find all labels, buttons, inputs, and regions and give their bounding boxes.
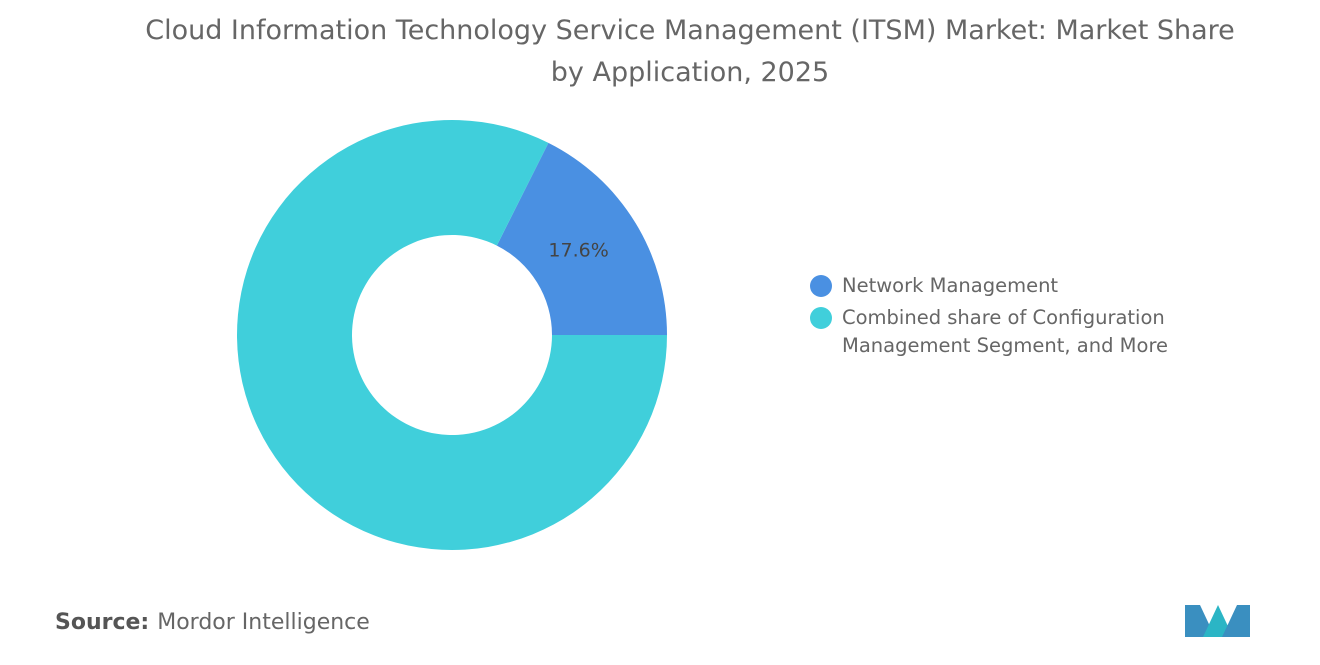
legend-item: Network Management: [810, 272, 1190, 300]
donut-slice: [496, 142, 667, 335]
source-label: Source:: [55, 610, 150, 635]
chart-title: Cloud Information Technology Service Man…: [145, 15, 1235, 88]
donut-slice: [236, 119, 667, 551]
legend-swatch: [810, 307, 832, 329]
data-label: 17.6%: [548, 240, 608, 262]
legend-item: Combined share of Configuration Manageme…: [810, 304, 1190, 360]
source-text: Mordor Intelligence: [157, 610, 370, 635]
source: Source: Mordor Intelligence: [55, 610, 370, 635]
legend-label: Network Management: [842, 274, 1059, 297]
legend-label: Combined share of Configuration Manageme…: [842, 306, 1169, 357]
legend-swatch: [810, 275, 832, 297]
